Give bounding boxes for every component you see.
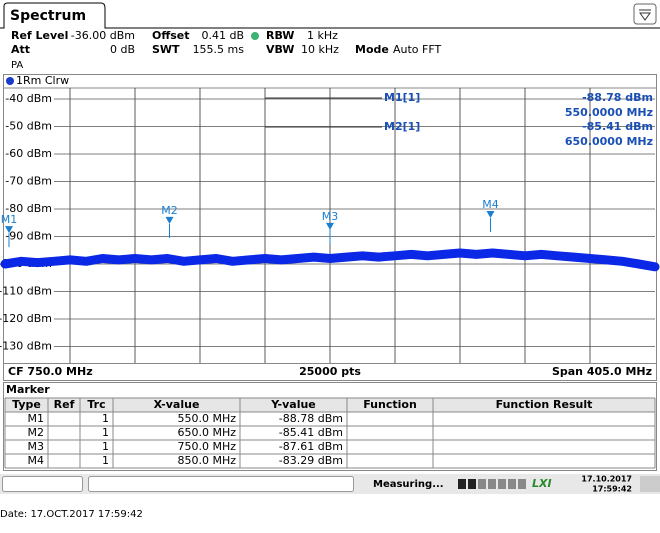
cell-type: M2 [28,426,45,439]
readout-freq: 550.0000 MHz [565,106,653,119]
cell-x-value: 850.0 MHz [177,454,236,467]
marker-label: M4 [482,198,499,211]
span: Span 405.0 MHz [552,365,652,378]
status-field[interactable] [2,476,83,492]
status-state: Measuring... [373,479,444,490]
cell-y-value: -87.61 dBm [279,440,343,453]
offset-label: Offset [152,29,190,42]
vbw: 10 kHz [301,43,339,56]
marker [165,216,174,224]
status-dot [251,32,259,40]
rbw: 1 kHz [307,29,338,42]
y-tick-label: -60 dBm [5,147,52,160]
swt: 155.5 ms [193,43,245,56]
y-tick-label: -110 dBm [0,285,52,298]
trace-label: 1Rm Clrw [16,74,69,87]
swt-label: SWT [152,43,180,56]
marker-label: M2 [161,204,178,217]
ref-level-label: Ref Level [11,29,68,42]
marker-label: M3 [322,210,339,223]
y-tick-label: -90 dBm [5,230,52,243]
lxi-logo: LXI [532,477,552,490]
cell-trc: 1 [102,412,109,425]
footer-date: Date: 17.OCT.2017 17:59:42 [0,509,143,520]
tab-title[interactable]: Spectrum [10,8,86,24]
y-tick-label: -130 dBm [0,340,52,353]
readout-label: M2[1] [384,120,420,133]
marker [326,222,334,230]
cell-trc: 1 [102,440,109,453]
cell-type: M4 [28,454,45,467]
cell-trc: 1 [102,426,109,439]
table-header: Function [363,398,417,411]
status-message[interactable] [88,476,354,492]
att-label: Att [11,43,30,56]
y-tick-label: -70 dBm [5,175,52,188]
status-corner [640,476,660,492]
readout-level: -88.78 dBm [582,91,653,104]
preamp: PA [11,60,23,71]
cell-y-value: -83.29 dBm [279,454,343,467]
ref-level: -36.00 dBm [71,29,135,42]
status-time: 17:59:42 [592,485,632,494]
progress [458,479,526,489]
table-header: X-value [154,398,200,411]
table-header-bg [5,398,655,412]
marker-table: Type Ref Trc X-value Y-value Function Function… [4,397,656,469]
marker [486,211,495,219]
mode: Auto FFT [393,43,441,56]
cell-type: M3 [28,440,45,453]
vbw-label: VBW [266,43,294,56]
cell-x-value: 550.0 MHz [177,412,236,425]
readout-label: M1[1] [384,91,420,104]
att: 0 dB [110,43,135,56]
cell-trc: 1 [102,454,109,467]
menu-icon [639,9,651,21]
table-header: Y-value [270,398,316,411]
readout-level: -85.41 dBm [582,120,653,133]
status-date: 17.10.2017 [581,475,632,484]
plot: -40 dBm -50 dBm -60 dBm -70 dBm -80 dBm -90 d… [0,91,660,353]
cell-x-value: 750.0 MHz [177,440,236,453]
y-tick-label: -50 dBm [5,120,52,133]
points: 25000 pts [299,365,361,378]
marker-title: Marker [6,383,50,396]
table-header: Function Result [496,398,593,411]
menu-button[interactable] [633,3,657,25]
tab-frame [0,2,660,29]
mode-label: Mode [355,43,389,56]
trace [0,248,660,272]
center-freq: CF 750.0 MHz [8,365,93,378]
table-header: Type [12,398,41,411]
offset: 0.41 dB [201,29,244,42]
marker-label: M1 [1,213,18,226]
cell-type: M1 [28,412,45,425]
y-tick-label: -40 dBm [5,92,52,105]
rbw-label: RBW [266,29,294,42]
trace-dot [6,77,14,85]
table-header: Ref [54,398,75,411]
cell-y-value: -88.78 dBm [279,412,343,425]
readout-freq: 650.0000 MHz [565,135,653,148]
marker [5,226,14,234]
cell-x-value: 650.0 MHz [177,426,236,439]
y-tick-label: -80 dBm [5,202,52,215]
y-tick-label: -120 dBm [0,312,52,325]
cell-y-value: -85.41 dBm [279,426,343,439]
table-header: Trc [87,398,105,411]
